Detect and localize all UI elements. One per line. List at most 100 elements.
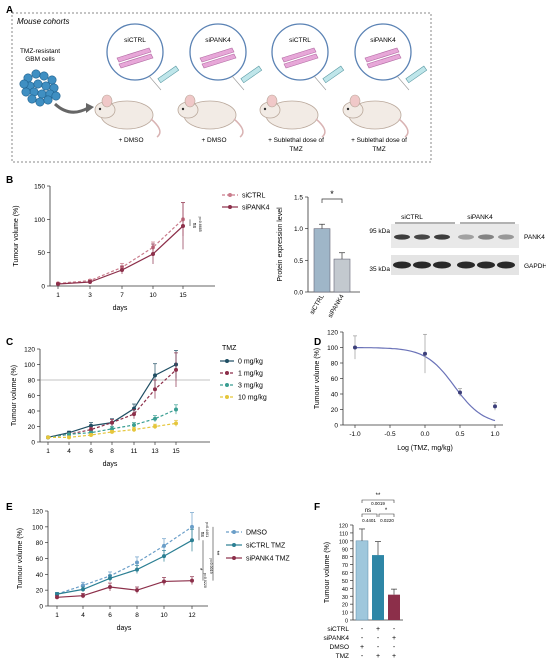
stat-label: p=0.0220: [203, 573, 207, 588]
panel-letter-d: D: [314, 337, 321, 348]
x-tick-label: 4: [81, 612, 85, 619]
connector-line: [148, 75, 162, 91]
mouse-eye-icon: [263, 107, 267, 111]
data-point: [353, 345, 357, 350]
mouse-tail-icon: [315, 118, 326, 138]
sirna-circle-icon: [189, 23, 247, 81]
stat-label: 0.0220: [380, 518, 394, 523]
sirna-strand-icon: [118, 53, 154, 69]
series-sictrl: [56, 202, 185, 286]
cell-icon: [27, 94, 37, 104]
mouse-ear-icon: [349, 94, 361, 108]
y-tick-label: 0: [345, 619, 348, 625]
y-tick-label: 120: [24, 347, 35, 354]
design-row-label: siCTRL: [327, 626, 349, 633]
treatment-label: TMZ: [289, 146, 302, 153]
x-tick-label: 1: [55, 612, 59, 619]
y-tick-label: 100: [24, 362, 35, 369]
mouse-eye-icon: [98, 107, 102, 111]
data-point: [110, 420, 114, 425]
mouse-eye-icon: [181, 107, 185, 111]
stat-label: 0.4401: [362, 518, 376, 523]
connector-line: [313, 75, 327, 91]
data-point: [458, 390, 462, 395]
band-pank4: [434, 234, 450, 240]
series-sictrl-tmz: [55, 528, 194, 597]
x-tick-label: 1: [56, 292, 60, 299]
legend-marker: [232, 556, 236, 560]
sirna-strand-icon: [201, 53, 237, 69]
sirna-circle-icon: [271, 23, 329, 81]
y-axis-label: Protein expression level: [277, 207, 284, 282]
y-axis-label: Tumour volume (%): [11, 365, 18, 426]
y-tick-label: 1.5: [294, 195, 303, 202]
panel-letter-b: B: [6, 175, 13, 186]
x-tick-label: 0.0: [420, 431, 429, 438]
x-axis-label: Log (TMZ, mg/kg): [397, 445, 453, 452]
band-gapdh: [393, 261, 411, 269]
mouse-tail-icon: [150, 118, 161, 138]
data-point: [190, 538, 194, 543]
band-pank4: [394, 234, 410, 240]
series-dmso: [55, 512, 194, 597]
legend-title: TMZ: [222, 345, 237, 352]
legend-marker: [232, 543, 236, 547]
sirna-circle-icon: [106, 23, 164, 81]
x-tick-label: 6: [108, 612, 112, 619]
stat-bracket: [361, 499, 395, 503]
panel-letter-f: F: [314, 502, 320, 513]
data-point: [162, 554, 166, 559]
y-tick-label: 20: [342, 603, 348, 609]
y-tick-label: 60: [36, 556, 44, 563]
stat-label: *: [330, 189, 334, 199]
data-point: [88, 280, 92, 284]
data-point: [89, 423, 93, 428]
marker-label: 95 kDa: [369, 228, 390, 235]
data-point: [190, 524, 194, 529]
series-sipank4-tmz: [55, 576, 194, 600]
data-point: [120, 268, 124, 272]
x-tick-label: 8: [110, 448, 114, 455]
band-label: GAPDH: [524, 263, 546, 270]
data-point: [55, 592, 59, 597]
band-label: PANK4: [524, 234, 545, 241]
x-axis-label: days: [113, 305, 128, 312]
y-tick-label: 100: [339, 539, 348, 545]
y-tick-label: 70: [342, 563, 348, 569]
y-tick-label: 80: [342, 555, 348, 561]
syringe-icon: [240, 65, 263, 84]
x-tick-label: 1: [46, 448, 50, 455]
band-gapdh: [497, 261, 515, 269]
syringe-icon: [322, 65, 345, 84]
cell-icon: [39, 71, 49, 81]
connector-line: [396, 75, 410, 91]
design-cell: -: [377, 644, 380, 651]
legend-label: siPANK4 TMZ: [246, 556, 290, 563]
mouse-tail-icon: [233, 118, 244, 138]
data-point: [81, 593, 85, 598]
x-tick-label: 10: [149, 292, 157, 299]
band-pank4: [458, 234, 474, 240]
arrow-icon: [53, 102, 89, 114]
blot-membrane: [391, 255, 519, 275]
data-point: [162, 543, 166, 548]
legend-label: siCTRL: [242, 193, 265, 200]
legend-marker: [225, 383, 229, 387]
stat-label: **: [213, 551, 219, 556]
stat-label: 0.0019: [371, 501, 385, 506]
design-cell: +: [392, 635, 396, 642]
y-tick-label: 60: [28, 393, 36, 400]
western-blot: siCTRL siPANK4 95 kDa 35 kDa PANK4 GAPDH: [369, 214, 546, 275]
cells-label-line2: GBM cells: [25, 56, 55, 63]
legend-marker: [225, 371, 229, 375]
series-line: [57, 225, 184, 285]
treatment-label: + DMSO: [118, 137, 143, 144]
band-pank4: [498, 234, 514, 240]
data-point: [56, 282, 60, 286]
sirna-label: siPANK4: [370, 37, 396, 44]
stat-bracket: [321, 198, 343, 203]
data-point: [81, 583, 85, 588]
y-axis-label: Tumour volume (%): [314, 348, 321, 409]
y-tick-label: 0.5: [294, 258, 303, 265]
cohort-2: siPANK4 + DMSO: [177, 23, 263, 144]
